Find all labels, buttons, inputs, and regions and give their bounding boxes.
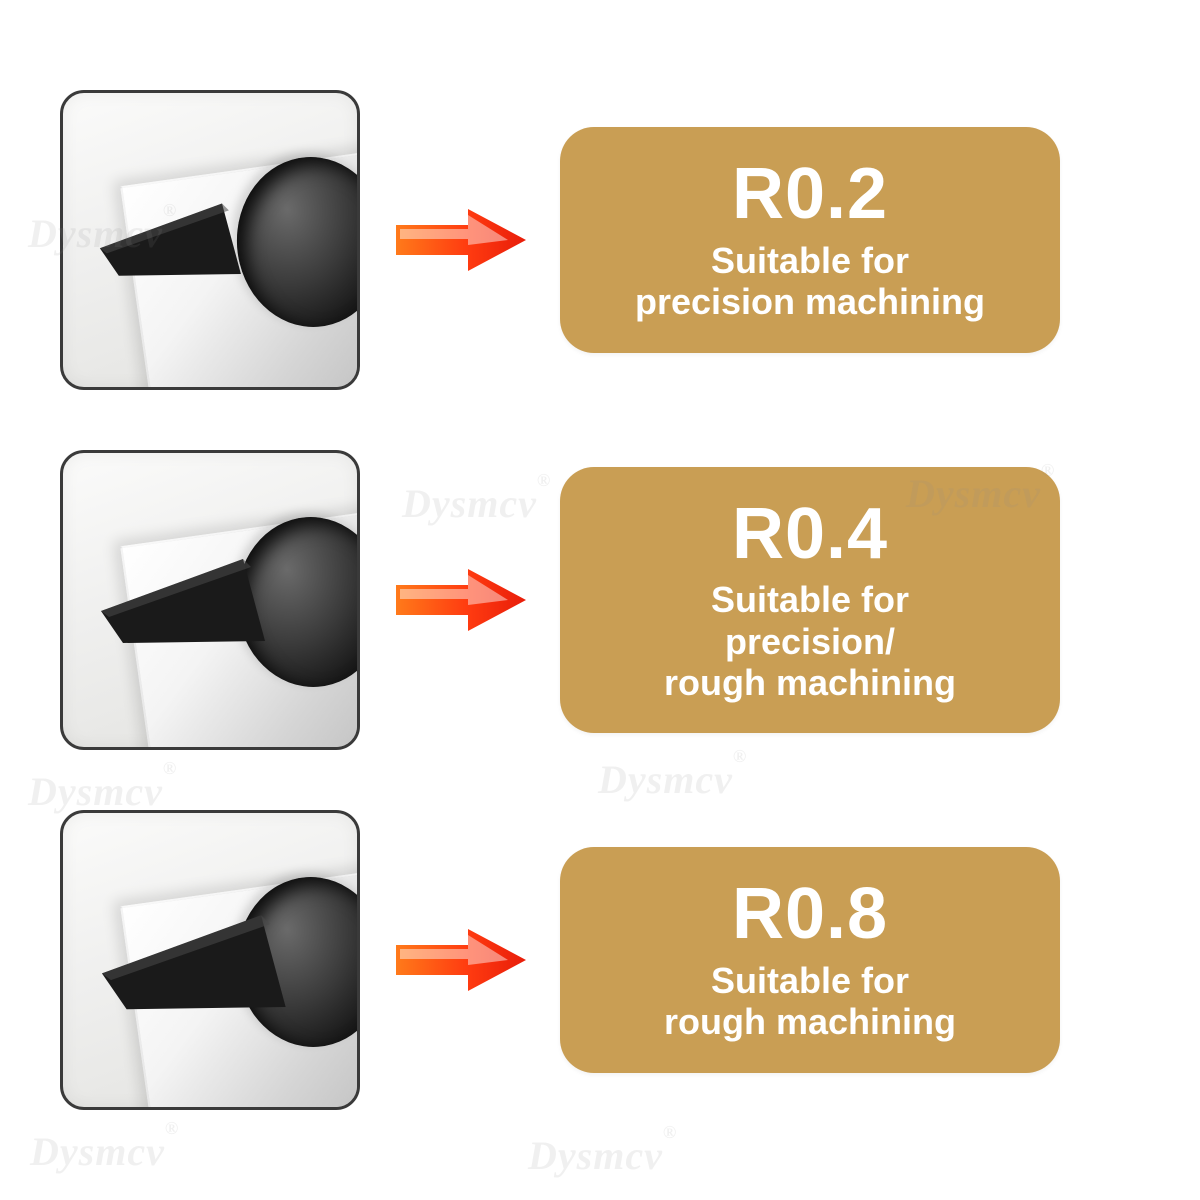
infographic-container: R0.2 Suitable for precision machining xyxy=(0,0,1200,1200)
spec-row: R0.4 Suitable for precision/ rough machi… xyxy=(60,450,1140,750)
insert-tip xyxy=(93,531,273,651)
arrow-icon xyxy=(390,565,530,635)
spec-row: R0.8 Suitable for rough machining xyxy=(60,810,1140,1110)
spec-badge: R0.8 Suitable for rough machining xyxy=(560,847,1060,1073)
insert-thumbnail xyxy=(60,450,360,750)
spec-subtitle: Suitable for precision/ rough machining xyxy=(596,579,1024,703)
arrow-icon xyxy=(390,925,530,995)
spec-title: R0.8 xyxy=(596,873,1024,956)
insert-thumbnail xyxy=(60,810,360,1110)
arrow-icon xyxy=(390,205,530,275)
insert-tip xyxy=(93,179,248,282)
spec-row: R0.2 Suitable for precision machining xyxy=(60,90,1140,390)
spec-badge: R0.2 Suitable for precision machining xyxy=(560,127,1060,353)
spec-title: R0.2 xyxy=(596,153,1024,236)
spec-badge: R0.4 Suitable for precision/ rough machi… xyxy=(560,467,1060,734)
spec-subtitle: Suitable for precision machining xyxy=(596,240,1024,323)
insert-thumbnail xyxy=(60,90,360,390)
spec-title: R0.4 xyxy=(596,493,1024,576)
spec-subtitle: Suitable for rough machining xyxy=(596,960,1024,1043)
insert-tip xyxy=(93,884,295,1018)
